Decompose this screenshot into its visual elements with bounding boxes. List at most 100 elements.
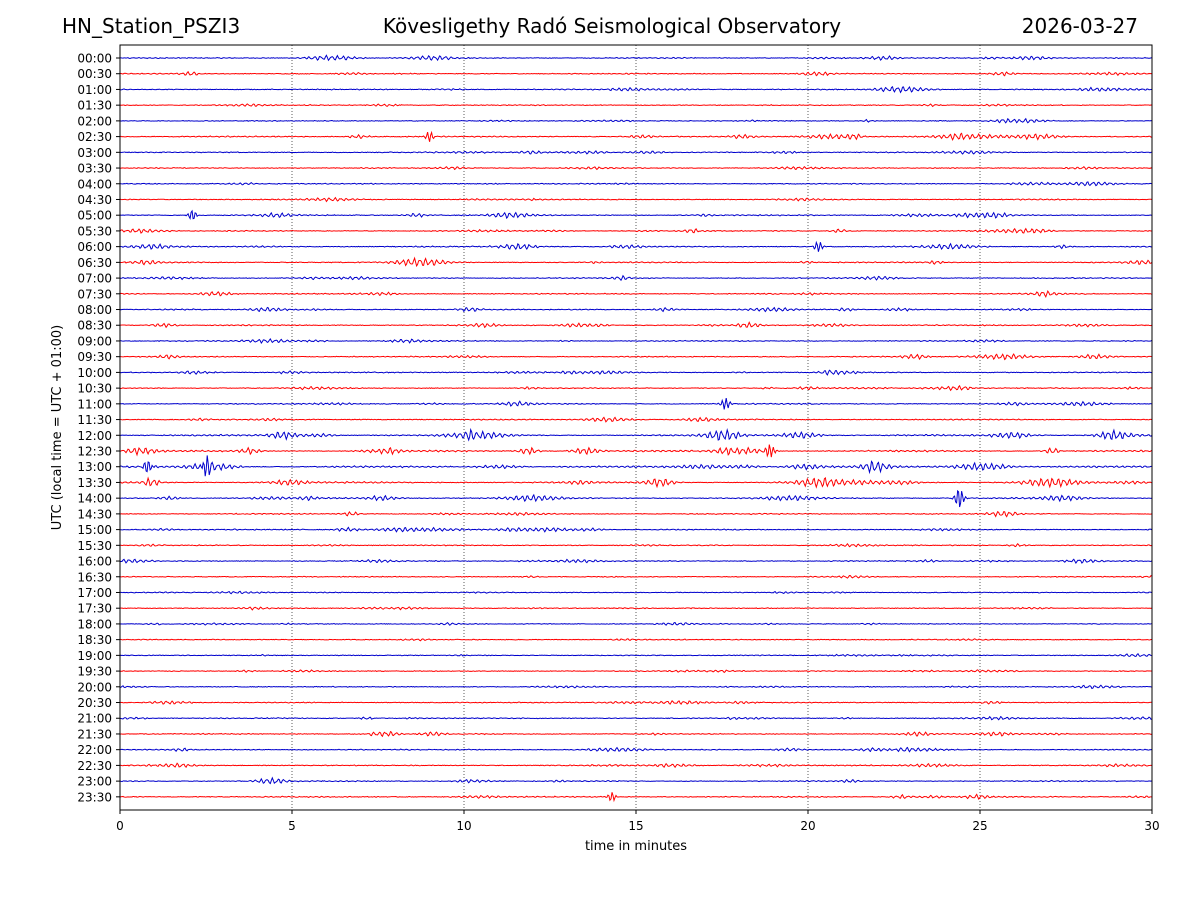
trace-0630 — [119, 256, 1153, 268]
trace-2030 — [119, 700, 1153, 706]
trace-1430 — [119, 510, 1153, 518]
trace-1330 — [119, 476, 1153, 489]
y-tick-label-1930: 19:30 — [77, 665, 112, 679]
trace-0900 — [120, 338, 1153, 345]
trace-1130 — [119, 416, 1153, 423]
trace-0000 — [119, 54, 1153, 62]
trace-1930 — [119, 669, 1153, 674]
y-tick-label-1130: 11:30 — [77, 413, 112, 427]
trace-0400 — [119, 181, 1153, 187]
y-tick-label-1730: 17:30 — [77, 602, 112, 616]
y-tick-label-0700: 07:00 — [77, 272, 112, 286]
trace-0800 — [119, 306, 1153, 313]
trace-1900 — [119, 653, 1153, 658]
y-tick-label-1530: 15:30 — [77, 539, 112, 553]
y-tick-label-0900: 09:00 — [77, 334, 112, 348]
x-tick-label-5: 5 — [288, 819, 296, 833]
x-tick-label-30: 30 — [1144, 819, 1159, 833]
trace-1100 — [119, 397, 1153, 410]
trace-1730 — [119, 606, 1153, 611]
y-tick-label-1630: 16:30 — [77, 570, 112, 584]
trace-2230 — [119, 762, 1153, 769]
trace-1530 — [119, 542, 1153, 548]
trace-1500 — [119, 526, 1153, 533]
x-tick-label-20: 20 — [800, 819, 815, 833]
y-tick-label-2130: 21:30 — [77, 727, 112, 741]
y-tick-label-1900: 19:00 — [77, 649, 112, 663]
trace-2100 — [119, 715, 1153, 721]
y-tick-label-0030: 00:30 — [77, 67, 112, 81]
y-tick-label-1030: 10:30 — [77, 382, 112, 396]
trace-0700 — [119, 274, 1153, 282]
y-tick-label-1500: 15:00 — [77, 523, 112, 537]
y-tick-label-0400: 04:00 — [77, 177, 112, 191]
y-tick-label-2000: 20:00 — [77, 680, 112, 694]
y-tick-label-1330: 13:30 — [77, 476, 112, 490]
trace-2300 — [119, 776, 1153, 785]
y-tick-label-2200: 22:00 — [77, 743, 112, 757]
y-tick-label-2230: 22:30 — [77, 759, 112, 773]
y-tick-label-1100: 11:00 — [77, 397, 112, 411]
trace-1230 — [119, 444, 1153, 458]
y-tick-label-0130: 01:30 — [77, 99, 112, 113]
y-tick-label-0600: 06:00 — [77, 240, 112, 254]
trace-0530 — [119, 227, 1152, 234]
y-tick-label-0000: 00:00 — [77, 52, 112, 66]
trace-0130 — [119, 103, 1153, 108]
y-tick-label-1700: 17:00 — [77, 586, 112, 600]
trace-layer — [119, 54, 1153, 803]
trace-1400 — [119, 489, 1153, 508]
y-tick-label-1000: 10:00 — [77, 366, 112, 380]
trace-0200 — [119, 117, 1153, 124]
y-tick-label-0830: 08:30 — [77, 319, 112, 333]
trace-2330 — [119, 792, 1153, 803]
y-tick-label-0630: 06:30 — [77, 256, 112, 270]
y-tick-label-2030: 20:30 — [77, 696, 112, 710]
y-tick-label-1400: 14:00 — [77, 492, 112, 506]
y-tick-label-0330: 03:30 — [77, 162, 112, 176]
y-tick-label-1300: 13:00 — [77, 460, 112, 474]
station-name: HN_Station_PSZI3 — [62, 14, 241, 38]
y-tick-label-2330: 23:30 — [77, 790, 112, 804]
trace-1030 — [119, 384, 1153, 392]
trace-0430 — [119, 196, 1153, 203]
y-tick-label-0730: 07:30 — [77, 287, 112, 301]
x-tick-label-0: 0 — [116, 819, 124, 833]
trace-1800 — [119, 621, 1153, 626]
y-axis-label: UTC (local time = UTC + 01:00) — [50, 325, 65, 530]
trace-1600 — [119, 558, 1153, 565]
trace-0030 — [119, 70, 1153, 77]
y-tick-label-1800: 18:00 — [77, 617, 112, 631]
trace-2000 — [119, 684, 1153, 690]
y-tick-label-0100: 01:00 — [77, 83, 112, 97]
trace-2130 — [119, 730, 1153, 738]
y-tick-label-1430: 14:30 — [77, 507, 112, 521]
trace-0600 — [119, 240, 1153, 252]
y-tick-label-0500: 05:00 — [77, 209, 112, 223]
y-tick-label-1830: 18:30 — [77, 633, 112, 647]
y-tick-label-0530: 05:30 — [77, 224, 112, 238]
y-tick-label-0200: 02:00 — [77, 114, 112, 128]
y-tick-label-0430: 04:30 — [77, 193, 112, 207]
trace-1000 — [119, 369, 1153, 376]
trace-1300 — [119, 455, 1153, 477]
x-axis-label: time in minutes — [585, 839, 687, 854]
y-tick-label-1230: 12:30 — [77, 445, 112, 459]
x-tick-label-10: 10 — [456, 819, 471, 833]
trace-0300 — [119, 150, 1153, 155]
observatory-title: Kövesligethy Radó Seismological Observat… — [382, 14, 842, 38]
trace-0330 — [119, 165, 1153, 171]
y-tick-label-0300: 03:00 — [77, 146, 112, 160]
y-tick-label-0930: 09:30 — [77, 350, 112, 364]
trace-0730 — [119, 289, 1153, 299]
y-tick-label-2100: 21:00 — [77, 712, 112, 726]
trace-1830 — [119, 638, 1153, 642]
trace-1630 — [119, 575, 1153, 579]
trace-0230 — [119, 130, 1153, 142]
y-tick-label-0800: 08:00 — [77, 303, 112, 317]
trace-0930 — [119, 353, 1153, 361]
grid-lines — [291, 45, 981, 810]
date-label: 2026-03-27 — [1021, 14, 1138, 38]
